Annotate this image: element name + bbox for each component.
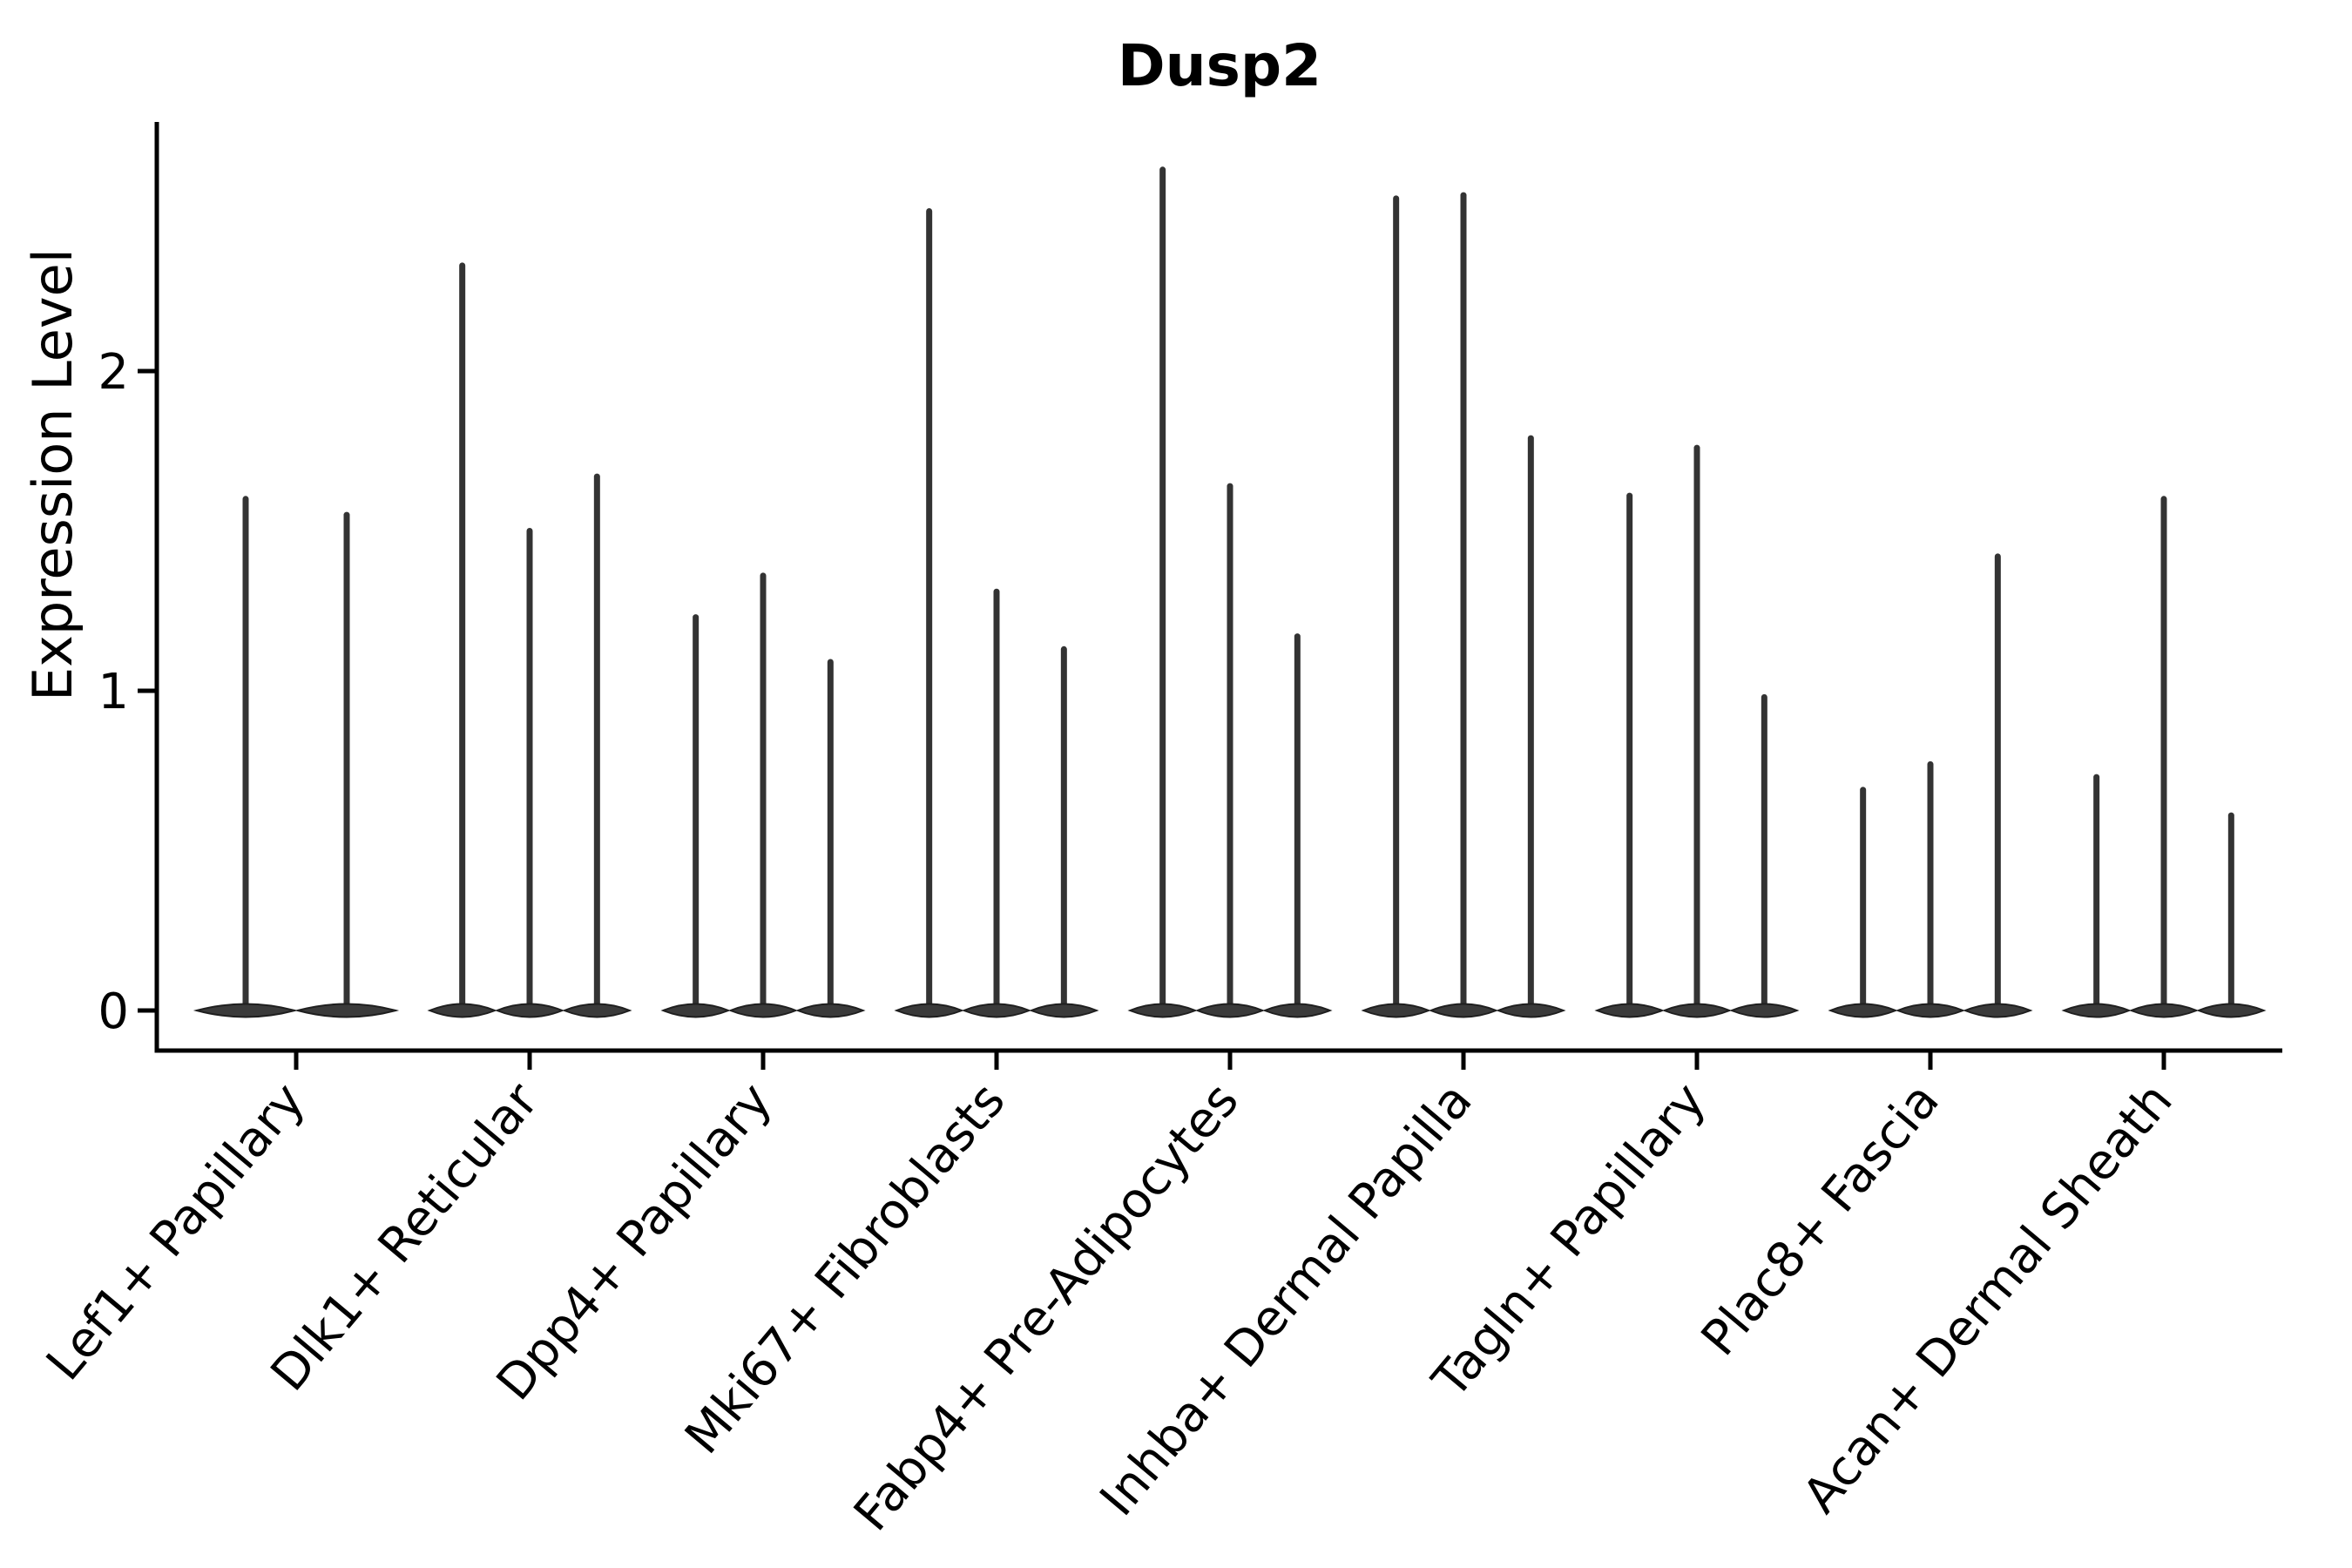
violin-base-6-2 [1729,1003,1800,1018]
violin-base-6-0 [1594,1003,1665,1018]
chart-title: Dusp2 [1118,32,1321,99]
y-tick-label-1: 1 [98,664,129,720]
violin-base-2-1 [727,1003,799,1018]
violin-base-1-0 [427,1003,497,1018]
violin-base-2-0 [660,1003,731,1018]
violin-base-6-1 [1661,1003,1733,1018]
violin-base-8-2 [2196,1003,2267,1018]
x-category-label-7: Plac8+ Fascia [1691,1072,1950,1366]
violin-base-2-2 [795,1003,866,1018]
violin-base-7-0 [1828,1003,1898,1018]
violin-base-0-0 [193,1003,299,1018]
x-category-label-4: Fabp4+ Pre-Adipocytes [843,1072,1250,1542]
violin-base-5-2 [1496,1003,1566,1018]
violin-base-0-1 [294,1003,400,1018]
violin-base-7-1 [1895,1003,1966,1018]
y-axis-label: Expression Level [21,248,84,701]
violin-base-1-2 [562,1003,632,1018]
violin-base-3-1 [961,1003,1032,1018]
violin-base-4-1 [1194,1003,1266,1018]
x-category-label-0: Lef1+ Papillary [36,1072,316,1391]
y-tick-label-2: 2 [98,344,129,401]
violin-base-1-1 [494,1003,565,1018]
violin-base-3-2 [1029,1003,1099,1018]
violin-base-8-1 [2128,1003,2200,1018]
y-tick-label-0: 0 [98,983,129,1040]
violin-base-8-0 [2061,1003,2132,1018]
violin-base-4-0 [1127,1003,1198,1018]
violin-base-7-2 [1963,1003,2033,1018]
violin-base-5-1 [1428,1003,1499,1018]
violin-base-5-0 [1361,1003,1431,1018]
violin-base-3-0 [894,1003,964,1018]
violin-base-4-2 [1262,1003,1333,1018]
